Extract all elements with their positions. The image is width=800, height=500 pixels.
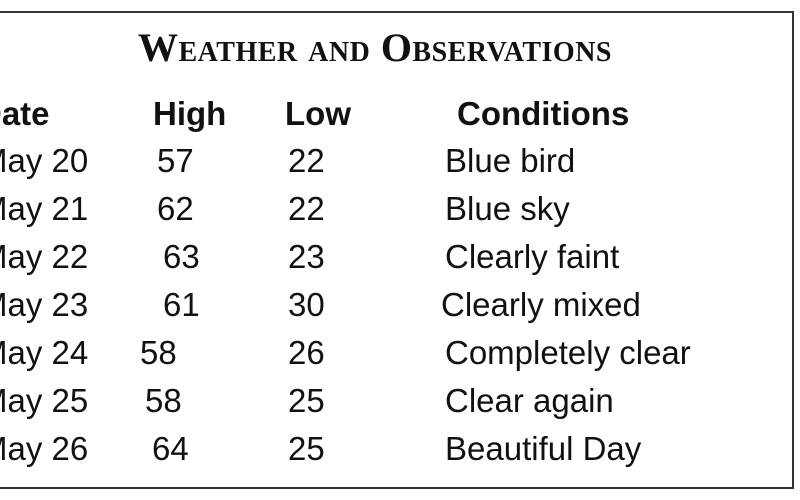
conditions-cell: Completely clear xyxy=(445,334,691,371)
date-cell: May 24 xyxy=(0,334,89,371)
conditions-cell: Blue sky xyxy=(445,190,570,227)
high-cell: 57 xyxy=(157,142,194,179)
date-cell: May 25 xyxy=(0,382,89,419)
low-cell: 23 xyxy=(288,238,325,275)
conditions-cell: Clearly faint xyxy=(445,238,620,275)
conditions-cell: Beautiful Day xyxy=(445,430,642,467)
date-cell: May 20 xyxy=(0,142,89,179)
high-cell: 58 xyxy=(145,382,182,419)
header-high: High xyxy=(153,95,227,132)
low-cell: 25 xyxy=(288,430,325,467)
low-cell: 30 xyxy=(288,286,325,323)
high-cell: 62 xyxy=(157,190,194,227)
low-cell: 26 xyxy=(288,334,325,371)
header-date: Date xyxy=(0,95,50,132)
header-low: Low xyxy=(285,95,351,132)
high-cell: 64 xyxy=(152,430,189,467)
date-cell: May 23 xyxy=(0,286,89,323)
conditions-cell: Clearly mixed xyxy=(441,286,641,323)
high-cell: 58 xyxy=(140,334,177,371)
header-conditions: Conditions xyxy=(457,95,630,132)
conditions-cell: Blue bird xyxy=(445,142,576,179)
low-cell: 25 xyxy=(288,382,325,419)
conditions-cell: Clear again xyxy=(445,382,614,419)
low-cell: 22 xyxy=(288,190,325,227)
high-cell: 61 xyxy=(163,286,200,323)
low-cell: 22 xyxy=(288,142,325,179)
date-cell: May 26 xyxy=(0,430,89,467)
date-cell: May 22 xyxy=(0,238,89,275)
high-cell: 63 xyxy=(163,238,200,275)
table-title: Weather and Observations xyxy=(137,25,612,70)
table-frame xyxy=(0,11,794,489)
date-cell: May 21 xyxy=(0,190,89,227)
